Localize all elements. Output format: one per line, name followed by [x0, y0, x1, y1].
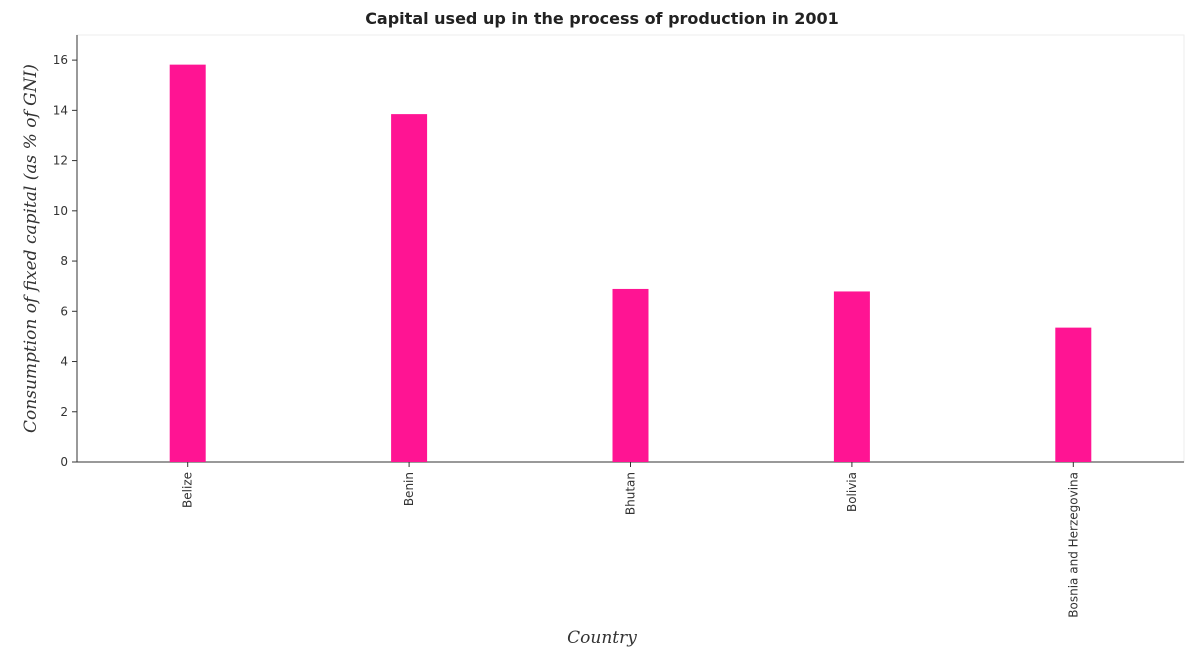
- y-tick-label: 2: [60, 405, 68, 419]
- x-tick-label: Bosnia and Herzegovina: [1066, 472, 1080, 618]
- x-tick-label: Belize: [181, 472, 195, 508]
- bar-bosnia-and-herzegovina: [1055, 327, 1092, 462]
- y-tick-label: 6: [60, 304, 68, 318]
- chart-title: Capital used up in the process of produc…: [365, 9, 839, 28]
- x-tick-label: Bhutan: [624, 472, 638, 515]
- bar-bolivia: [833, 291, 870, 462]
- y-tick-label: 10: [53, 204, 68, 218]
- y-axis-label: Consumption of fixed capital (as % of GN…: [21, 64, 41, 433]
- bar-belize: [169, 64, 206, 462]
- y-tick-label: 8: [60, 254, 68, 268]
- x-tick-label: Benin: [402, 472, 416, 506]
- y-tick-label: 12: [53, 154, 68, 168]
- bar-bhutan: [612, 288, 649, 462]
- bar-benin: [391, 114, 428, 462]
- plot-area: 0 2 4 6 8 10 12 14 16 Belize Benin Bhutan Bolivia Bos…: [53, 34, 1185, 618]
- y-tick-label: 16: [53, 53, 68, 67]
- y-tick-label: 4: [60, 355, 68, 369]
- x-tick-label: Bolivia: [845, 472, 859, 512]
- y-tick-label: 14: [53, 103, 68, 117]
- y-tick-label: 0: [60, 455, 68, 469]
- x-axis-label: Country: [567, 628, 637, 648]
